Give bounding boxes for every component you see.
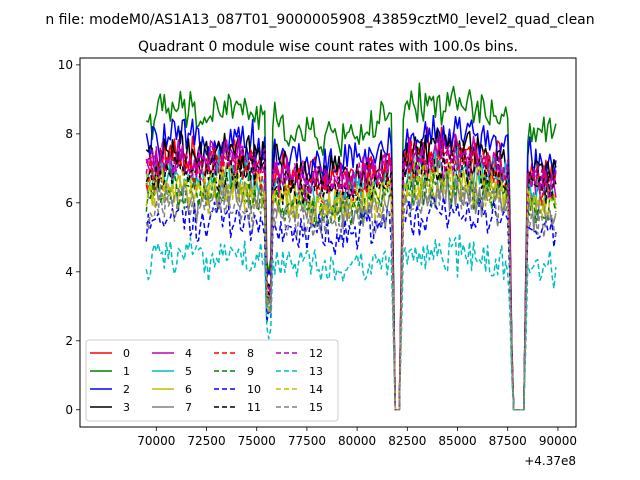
x-tick-label: 90000: [539, 434, 577, 448]
y-tick-label: 6: [65, 196, 73, 210]
legend-box: [85, 339, 339, 422]
series-line-15: [145, 176, 557, 411]
series-line-12: [145, 136, 557, 411]
x-tick-label: 70000: [137, 434, 175, 448]
legend-label-7: 7: [185, 401, 192, 414]
legend-label-6: 6: [185, 383, 192, 396]
x-axis-offset-label: +4.37e8: [524, 454, 576, 468]
x-tick-label: 75000: [238, 434, 276, 448]
series-line-2: [145, 114, 557, 411]
figure-suptitle: n file: modeM0/AS1A13_087T01_9000005908_…: [45, 12, 594, 28]
legend-label-3: 3: [123, 401, 130, 414]
series-line-11: [145, 141, 557, 411]
legend-label-15: 15: [309, 401, 323, 414]
legend-label-12: 12: [309, 347, 323, 360]
series-line-9: [145, 171, 557, 411]
legend-label-9: 9: [247, 365, 254, 378]
legend-label-2: 2: [123, 383, 130, 396]
legend-label-10: 10: [247, 383, 261, 396]
legend-label-1: 1: [123, 365, 130, 378]
x-tick-label: 87500: [489, 434, 527, 448]
x-axis: 70000 72500 75000 77500 80000 82500 85000 87500…: [137, 427, 577, 448]
y-tick-label: 10: [58, 58, 73, 72]
y-axis: 0 2 4 6 8 10: [58, 58, 80, 417]
x-tick-label: 80000: [338, 434, 376, 448]
series-line-10: [145, 193, 557, 411]
x-tick-label: 82500: [388, 434, 426, 448]
series-line-13: [145, 232, 557, 411]
series-line-14: [145, 162, 557, 411]
y-tick-label: 8: [65, 127, 73, 141]
legend-label-11: 11: [247, 401, 261, 414]
plot-frame: [79, 57, 577, 428]
legend-label-13: 13: [309, 365, 323, 378]
y-tick-label: 2: [65, 334, 73, 348]
series-line-8: [145, 137, 557, 411]
x-tick-label: 77500: [288, 434, 326, 448]
legend-label-4: 4: [185, 347, 192, 360]
plot-lines: [145, 82, 557, 411]
y-tick-label: 0: [65, 403, 73, 417]
legend-label-14: 14: [309, 383, 323, 396]
y-tick-label: 4: [65, 265, 73, 279]
legend-label-5: 5: [185, 365, 192, 378]
x-tick-label: 85000: [438, 434, 476, 448]
legend-label-8: 8: [247, 347, 254, 360]
x-tick-label: 72500: [187, 434, 225, 448]
series-line-1: [145, 82, 557, 411]
chart-title: Quadrant 0 module wise count rates with …: [138, 39, 518, 55]
legend-label-0: 0: [123, 347, 130, 360]
